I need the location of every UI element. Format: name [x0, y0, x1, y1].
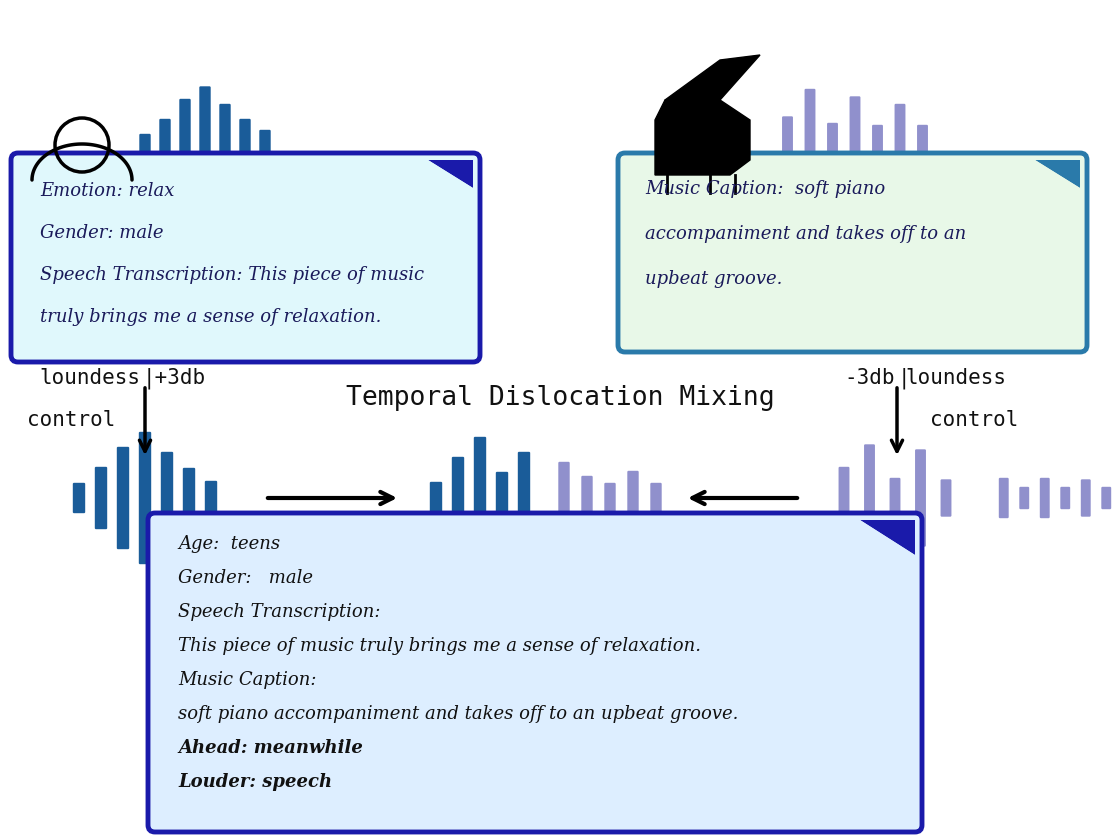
FancyBboxPatch shape — [159, 118, 170, 171]
Text: truly brings me a sense of relaxation.: truly brings me a sense of relaxation. — [40, 308, 382, 326]
FancyBboxPatch shape — [618, 153, 1088, 352]
FancyBboxPatch shape — [139, 432, 151, 564]
Text: Gender:   male: Gender: male — [178, 569, 312, 587]
Text: Music Caption:  soft piano: Music Caption: soft piano — [645, 180, 885, 198]
Text: Louder: speech: Louder: speech — [178, 773, 333, 791]
FancyBboxPatch shape — [895, 104, 905, 186]
FancyBboxPatch shape — [474, 437, 486, 559]
Polygon shape — [860, 520, 915, 555]
FancyBboxPatch shape — [827, 123, 838, 167]
FancyBboxPatch shape — [179, 99, 190, 192]
Polygon shape — [1035, 160, 1080, 188]
FancyBboxPatch shape — [605, 483, 616, 513]
FancyBboxPatch shape — [872, 125, 883, 165]
FancyBboxPatch shape — [73, 483, 85, 513]
FancyBboxPatch shape — [917, 125, 928, 165]
FancyBboxPatch shape — [199, 87, 211, 203]
Text: |: | — [898, 367, 911, 389]
Text: -3db: -3db — [844, 368, 895, 388]
FancyBboxPatch shape — [839, 467, 849, 529]
Text: Ahead: meanwhile: Ahead: meanwhile — [178, 739, 363, 757]
FancyBboxPatch shape — [1061, 487, 1071, 509]
Text: Music Caption:: Music Caption: — [178, 671, 317, 689]
FancyBboxPatch shape — [941, 480, 952, 517]
FancyBboxPatch shape — [581, 475, 592, 520]
FancyBboxPatch shape — [889, 478, 900, 518]
Text: Emotion: relax: Emotion: relax — [40, 182, 175, 200]
Text: |+3db: |+3db — [143, 367, 206, 389]
Text: loundess: loundess — [39, 368, 140, 388]
FancyBboxPatch shape — [999, 478, 1009, 518]
FancyBboxPatch shape — [220, 104, 231, 186]
Text: control: control — [930, 410, 1018, 430]
FancyBboxPatch shape — [1019, 487, 1029, 509]
FancyBboxPatch shape — [1039, 478, 1049, 518]
FancyBboxPatch shape — [11, 153, 480, 362]
FancyBboxPatch shape — [915, 449, 926, 547]
Text: Temporal Dislocation Mixing: Temporal Dislocation Mixing — [346, 385, 774, 411]
FancyBboxPatch shape — [627, 470, 638, 525]
FancyBboxPatch shape — [1081, 480, 1091, 517]
FancyBboxPatch shape — [864, 444, 875, 552]
FancyBboxPatch shape — [1101, 487, 1111, 509]
Text: Speech Transcription: This piece of music: Speech Transcription: This piece of musi… — [40, 266, 424, 284]
FancyBboxPatch shape — [651, 483, 662, 513]
Text: upbeat groove.: upbeat groove. — [645, 270, 783, 288]
Text: control: control — [27, 410, 115, 430]
Polygon shape — [428, 160, 473, 188]
FancyBboxPatch shape — [496, 472, 508, 524]
Polygon shape — [860, 520, 915, 555]
Polygon shape — [1035, 160, 1080, 188]
FancyBboxPatch shape — [240, 118, 251, 171]
FancyBboxPatch shape — [183, 468, 195, 528]
FancyBboxPatch shape — [804, 89, 815, 202]
Polygon shape — [655, 100, 750, 175]
Polygon shape — [665, 55, 760, 100]
FancyBboxPatch shape — [95, 467, 108, 529]
Text: accompaniment and takes off to an: accompaniment and takes off to an — [645, 225, 967, 243]
Text: soft piano accompaniment and takes off to an upbeat groove.: soft piano accompaniment and takes off t… — [178, 705, 738, 723]
FancyBboxPatch shape — [517, 452, 530, 544]
FancyBboxPatch shape — [558, 462, 570, 534]
Polygon shape — [428, 160, 473, 188]
FancyBboxPatch shape — [148, 513, 922, 832]
FancyBboxPatch shape — [850, 97, 860, 194]
Text: Gender: male: Gender: male — [40, 224, 164, 242]
FancyBboxPatch shape — [430, 482, 442, 514]
FancyBboxPatch shape — [205, 480, 217, 515]
FancyBboxPatch shape — [139, 134, 151, 156]
Text: ♟: ♟ — [685, 124, 687, 125]
Text: Age:  teens: Age: teens — [178, 535, 280, 553]
FancyBboxPatch shape — [782, 116, 793, 174]
FancyBboxPatch shape — [116, 447, 129, 549]
FancyBboxPatch shape — [161, 452, 174, 544]
FancyBboxPatch shape — [451, 457, 464, 539]
Text: This piece of music truly brings me a sense of relaxation.: This piece of music truly brings me a se… — [178, 637, 701, 655]
FancyBboxPatch shape — [260, 130, 271, 160]
Text: loundess: loundess — [905, 368, 1006, 388]
Text: Speech Transcription:: Speech Transcription: — [178, 603, 381, 621]
